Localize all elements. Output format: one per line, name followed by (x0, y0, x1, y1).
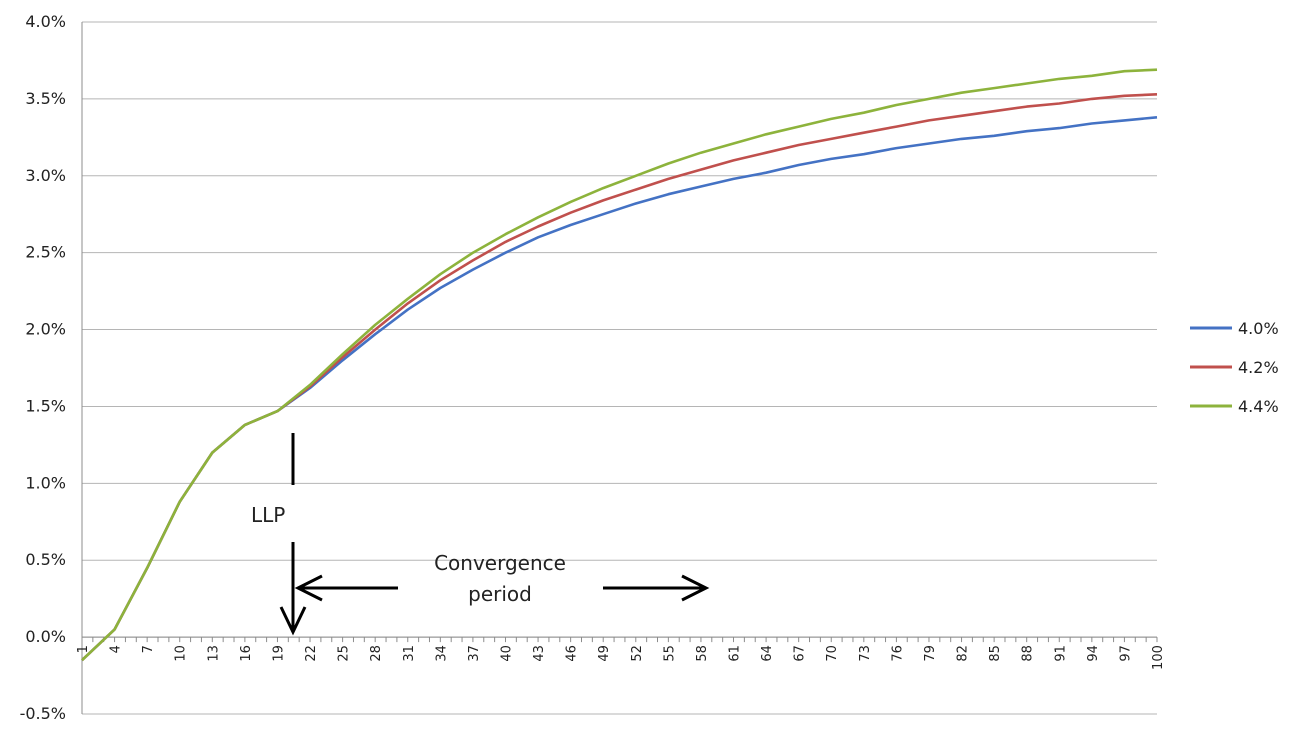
x-tick-label: 31 (402, 645, 417, 662)
legend-label: 4.2% (1238, 358, 1279, 377)
x-tick-label: 61 (728, 645, 743, 662)
y-tick-label: 1.0% (25, 473, 66, 492)
x-tick-label: 1 (76, 645, 91, 653)
x-tick-label: 28 (369, 645, 384, 662)
legend-label: 4.4% (1238, 397, 1279, 416)
series-line-1 (81, 93, 1158, 662)
y-tick-label: 2.0% (25, 320, 66, 339)
series-lines (81, 68, 1158, 662)
y-tick-label: 3.0% (25, 166, 66, 185)
legend-label: 4.0% (1238, 319, 1279, 338)
convergence-left-arrow-head (294, 574, 323, 602)
legend: 4.0% 4.2% 4.4% (1190, 319, 1279, 416)
x-axis: 1 4 7 10 13 16 19 22 25 28 31 34 37 40 43 46 49 52 55 58 61 6… (76, 636, 1166, 670)
y-tick-label: 2.5% (25, 243, 66, 262)
x-tick-label: 76 (890, 645, 905, 662)
x-tick-label: 34 (434, 645, 449, 662)
annotations: LLP Convergence period (251, 433, 710, 636)
x-tick-label: 73 (858, 645, 873, 662)
x-tick-label: 82 (956, 645, 971, 662)
x-tick-label: 7 (141, 645, 156, 653)
x-tick-label: 100 (1151, 645, 1166, 670)
x-tick-label: 55 (662, 645, 677, 662)
gridlines (82, 21, 1157, 715)
x-tick-label: 49 (597, 645, 612, 662)
x-tick-label: 91 (1053, 645, 1068, 662)
x-tick-label: 97 (1118, 645, 1133, 662)
y-tick-label: 4.0% (25, 12, 66, 31)
y-axis: -0.5% 0.0% 0.5% 1.0% 1.5% 2.0% 2.5% 3.0% 3.5% 4.0… (20, 12, 83, 723)
x-tick-label: 13 (206, 645, 221, 662)
x-tick-label: 25 (337, 645, 352, 662)
x-tick-label: 88 (1021, 645, 1036, 662)
y-tick-label: 0.5% (25, 550, 66, 569)
convergence-label-line1: Convergence (434, 551, 566, 575)
series-line-2 (81, 68, 1158, 662)
x-tick-label: 58 (695, 645, 710, 662)
x-tick-label: 46 (565, 645, 580, 662)
y-tick-label: 3.5% (25, 89, 66, 108)
x-tick-label: 16 (239, 645, 254, 662)
x-tick-label: 94 (1086, 645, 1101, 662)
x-tick-label: 19 (271, 645, 286, 662)
x-tick-label: 43 (532, 645, 547, 662)
y-tick-label: -0.5% (20, 704, 66, 723)
x-tick-label: 40 (499, 645, 514, 662)
llp-label: LLP (251, 503, 285, 527)
x-tick-label: 67 (793, 645, 808, 662)
x-tick-label: 4 (109, 645, 124, 653)
x-tick-label: 37 (467, 645, 482, 662)
convergence-label-line2: period (468, 582, 532, 606)
x-tick-label: 22 (304, 645, 319, 662)
convergence-right-arrow-head (681, 574, 710, 602)
x-tick-label: 79 (923, 645, 938, 662)
x-tick-label: 10 (174, 645, 189, 662)
y-tick-label: 1.5% (25, 396, 66, 415)
x-tick-label: 70 (825, 645, 840, 662)
x-tick-label: 52 (630, 645, 645, 662)
x-tick-label: 85 (988, 645, 1003, 662)
llp-arrow-head (279, 606, 307, 636)
y-tick-label: 0.0% (25, 627, 66, 646)
series-line-0 (81, 116, 1158, 662)
x-tick-label: 64 (760, 645, 775, 662)
